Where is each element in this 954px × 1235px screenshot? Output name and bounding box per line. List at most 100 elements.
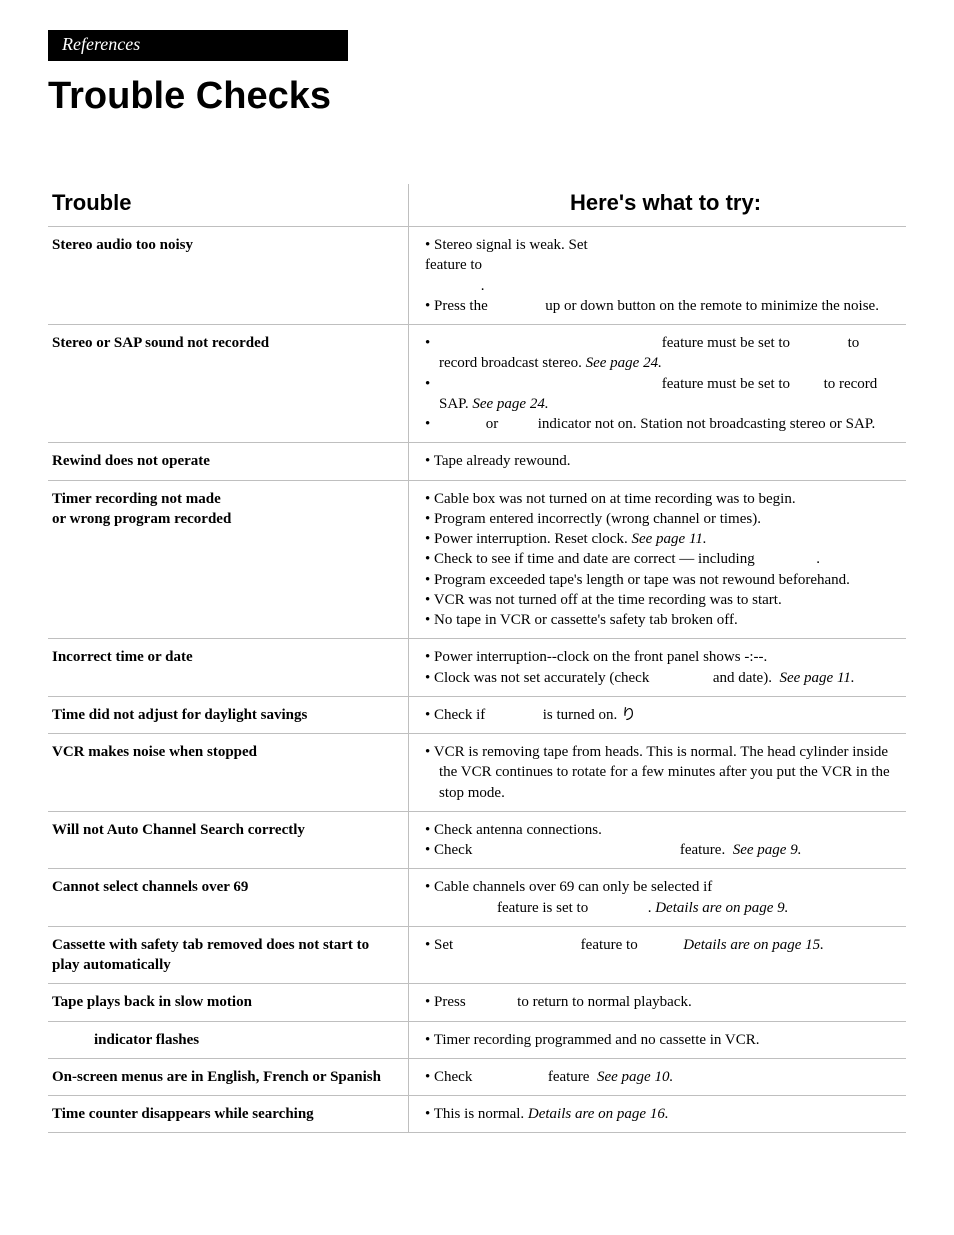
- text: • Power interruption. Reset clock.: [425, 531, 628, 547]
- table-row: Tape plays back in slow motion • Press t…: [48, 984, 906, 1021]
- page-reference: See page 24.: [472, 396, 548, 412]
- try-cell: • Power interruption--clock on the front…: [408, 639, 906, 696]
- text: • Check if: [425, 707, 485, 723]
- text: • VCR is removing tape from heads. This …: [425, 742, 906, 803]
- try-cell: • Check if is turned on. り: [408, 697, 906, 733]
- text: feature is set to: [497, 900, 588, 916]
- text: .: [648, 900, 652, 916]
- table-row: On-screen menus are in English, French o…: [48, 1059, 906, 1096]
- trouble-cell: On-screen menus are in English, French o…: [48, 1059, 408, 1095]
- document-page: References Trouble Checks Trouble Here's…: [0, 0, 954, 1173]
- text: .: [481, 278, 485, 294]
- trouble-cell: Incorrect time or date: [48, 639, 408, 696]
- text: to: [848, 335, 860, 351]
- trouble-cell: VCR makes noise when stopped: [48, 734, 408, 811]
- table-row: indicator flashes • Timer recording prog…: [48, 1022, 906, 1059]
- trouble-cell: Rewind does not operate: [48, 443, 408, 479]
- text: and date).: [713, 670, 772, 686]
- table-row: Cassette with safety tab removed does no…: [48, 927, 906, 985]
- table-header-row: Trouble Here's what to try:: [48, 184, 906, 227]
- trouble-cell: Time did not adjust for daylight savings: [48, 697, 408, 733]
- text: • Press the: [425, 298, 488, 314]
- page-reference: Details are on page 15.: [683, 937, 824, 953]
- text: • Cable box was not turned on at time re…: [425, 489, 906, 509]
- text: • Press: [425, 994, 466, 1010]
- trouble-cell: Timer recording not made or wrong progra…: [48, 481, 408, 639]
- text: up or down button on the remote to minim…: [545, 298, 879, 314]
- text: • Stereo signal is weak. Set: [425, 237, 588, 253]
- text: feature must be set to: [662, 376, 790, 392]
- table-row: Rewind does not operate • Tape already r…: [48, 443, 906, 480]
- text: • Program exceeded tape's length or tape…: [425, 570, 906, 590]
- text: feature.: [680, 842, 725, 858]
- page-reference: Details are on page 16.: [528, 1106, 669, 1122]
- text: • VCR was not turned off at the time rec…: [425, 590, 906, 610]
- text: • This is normal.: [425, 1106, 524, 1122]
- table-row: VCR makes noise when stopped • VCR is re…: [48, 734, 906, 812]
- table-row: Stereo or SAP sound not recorded • featu…: [48, 325, 906, 443]
- text: • Set: [425, 937, 453, 953]
- table-row: Time counter disappears while searching …: [48, 1096, 906, 1133]
- trouble-cell: Will not Auto Channel Search correctly: [48, 812, 408, 869]
- text: indicator not on. Station not broadcasti…: [538, 416, 875, 432]
- header-try: Here's what to try:: [408, 184, 906, 226]
- table-row: Incorrect time or date • Power interrupt…: [48, 639, 906, 697]
- text: • No tape in VCR or cassette's safety ta…: [425, 610, 906, 630]
- text: • Tape already rewound.: [425, 451, 906, 471]
- try-cell: • Tape already rewound.: [408, 443, 906, 479]
- try-cell: • feature must be set to to record broad…: [408, 325, 906, 442]
- trouble-cell: Tape plays back in slow motion: [48, 984, 408, 1020]
- table-row: Will not Auto Channel Search correctly •…: [48, 812, 906, 870]
- table-row: Cannot select channels over 69 • Cable c…: [48, 869, 906, 927]
- trouble-cell: Time counter disappears while searching: [48, 1096, 408, 1132]
- trouble-cell: Cannot select channels over 69: [48, 869, 408, 926]
- try-cell: • Stereo signal is weak. Set feature to …: [408, 227, 906, 324]
- try-cell: • Set feature to Details are on page 15.: [408, 927, 906, 984]
- text: • Check: [425, 1069, 472, 1085]
- text: •: [425, 335, 430, 351]
- page-reference: See page 10.: [593, 1069, 673, 1085]
- trouble-cell: Cassette with safety tab removed does no…: [48, 927, 408, 984]
- page-title: Trouble Checks: [48, 75, 906, 118]
- table-row: Timer recording not made or wrong progra…: [48, 481, 906, 640]
- page-reference: See page 11.: [631, 531, 706, 547]
- text: feature: [548, 1069, 590, 1085]
- text: • Check to see if time and date are corr…: [425, 551, 755, 567]
- page-reference: Details are on page 9.: [655, 900, 788, 916]
- text: • Timer recording programmed and no cass…: [425, 1030, 906, 1050]
- text: to return to normal playback.: [517, 994, 692, 1010]
- text: .: [816, 551, 820, 567]
- text: record broadcast stereo.: [439, 355, 582, 371]
- table-row: Time did not adjust for daylight savings…: [48, 697, 906, 734]
- text: • Check antenna connections.: [425, 820, 906, 840]
- text: indicator flashes: [52, 1030, 398, 1050]
- trouble-table: Trouble Here's what to try: Stereo audio…: [48, 184, 906, 1133]
- trouble-cell: indicator flashes: [48, 1022, 408, 1058]
- try-cell: • Press to return to normal playback.: [408, 984, 906, 1020]
- text: feature must be set to: [662, 335, 790, 351]
- section-tab: References: [48, 30, 348, 61]
- page-reference: See page 11.: [776, 670, 855, 686]
- page-reference: See page 24.: [586, 355, 662, 371]
- table-row: Stereo audio too noisy • Stereo signal i…: [48, 227, 906, 325]
- trouble-cell: Stereo or SAP sound not recorded: [48, 325, 408, 442]
- try-cell: • Check feature See page 10.: [408, 1059, 906, 1095]
- text: • Program entered incorrectly (wrong cha…: [425, 509, 906, 529]
- try-cell: • Check antenna connections. • Check fea…: [408, 812, 906, 869]
- try-cell: • Cable channels over 69 can only be sel…: [408, 869, 906, 926]
- text: •: [425, 376, 430, 392]
- text: • Cable channels over 69 can only be sel…: [425, 877, 906, 897]
- try-cell: • This is normal. Details are on page 16…: [408, 1096, 906, 1132]
- text: feature to: [581, 937, 638, 953]
- text: Timer recording not made: [52, 491, 221, 507]
- try-cell: • VCR is removing tape from heads. This …: [408, 734, 906, 811]
- text: • Power interruption--clock on the front…: [425, 647, 906, 667]
- header-trouble: Trouble: [48, 184, 408, 226]
- trouble-cell: Stereo audio too noisy: [48, 227, 408, 324]
- text: SAP.: [439, 396, 469, 412]
- text: • Clock was not set accurately (check: [425, 670, 649, 686]
- text: •: [425, 416, 430, 432]
- text: is turned on.: [543, 707, 618, 723]
- try-cell: • Cable box was not turned on at time re…: [408, 481, 906, 639]
- text: feature to: [425, 257, 482, 273]
